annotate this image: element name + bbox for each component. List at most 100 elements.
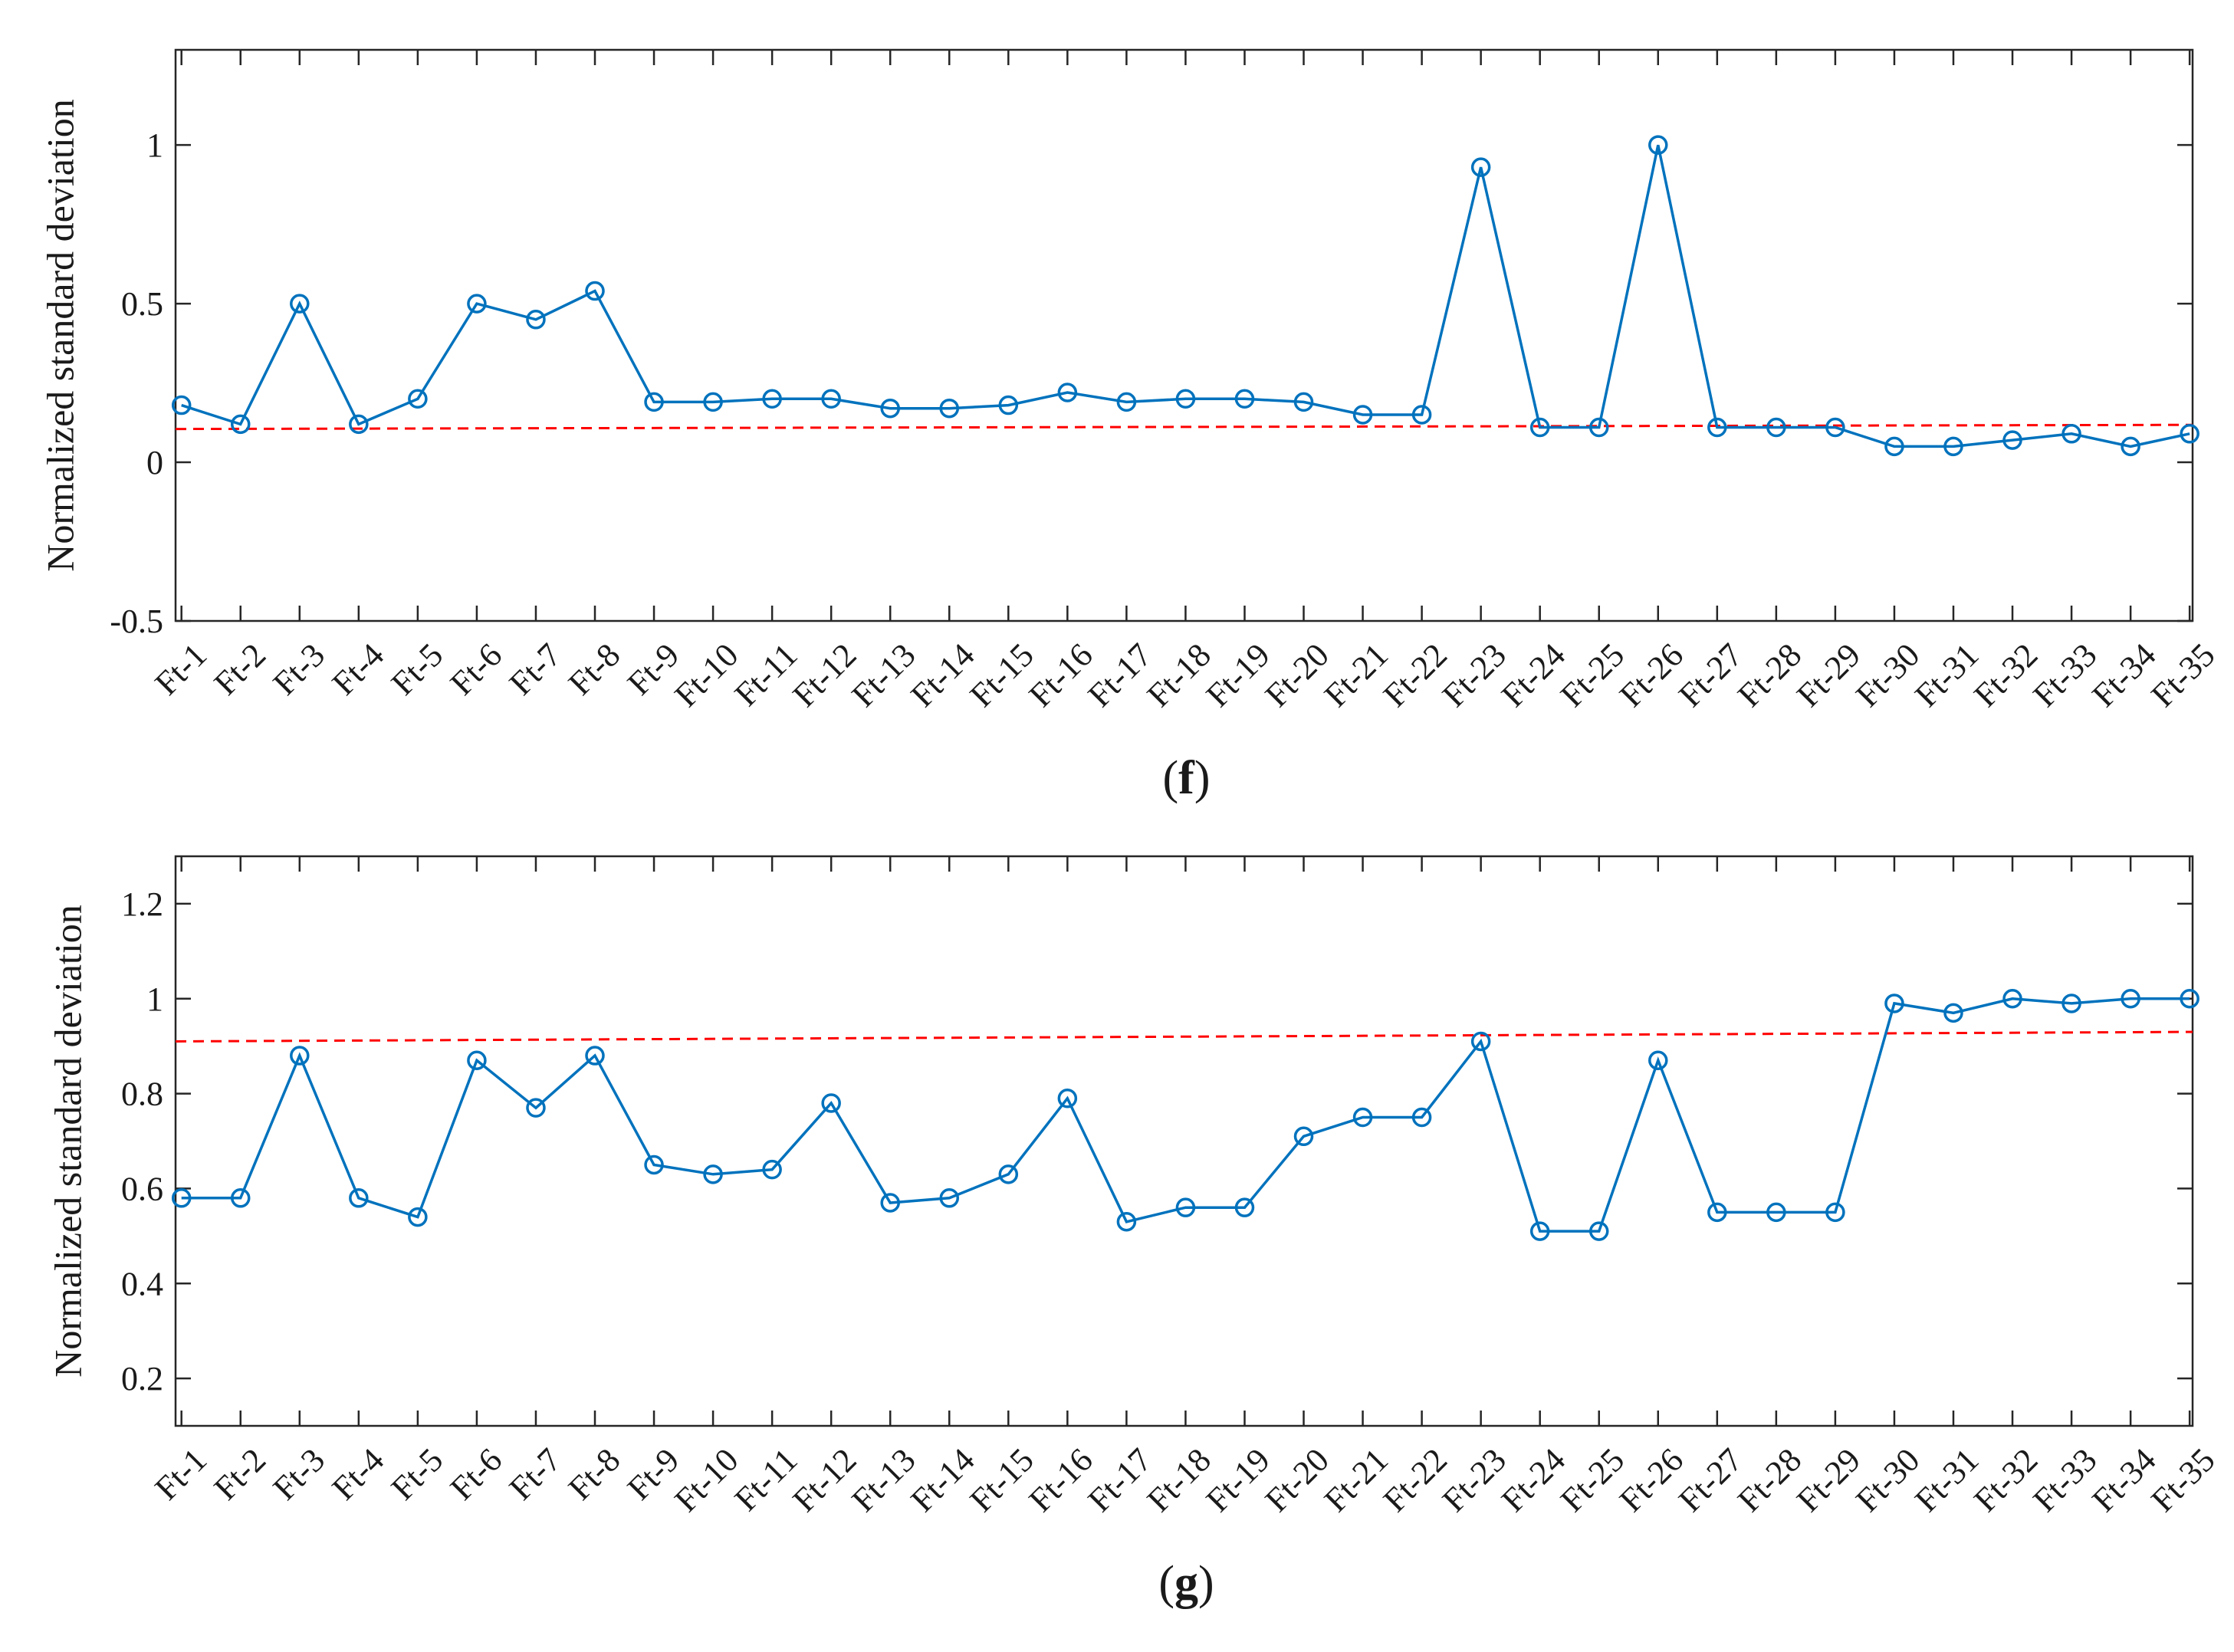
x-tick-label: Ft-7 xyxy=(502,636,569,703)
caption-letter: g xyxy=(1174,1557,1198,1609)
x-tick-label: Ft-19 xyxy=(1199,636,1277,714)
x-tick-label: Ft-2 xyxy=(207,1441,274,1508)
x-tick-label: Ft-28 xyxy=(1730,636,1809,714)
data-point xyxy=(1057,1089,1078,1108)
x-tick-label: Ft-3 xyxy=(266,1441,333,1508)
x-tick-label: Ft-20 xyxy=(1258,1441,1336,1519)
x-tick-label: Ft-25 xyxy=(1553,1441,1631,1519)
x-tick-label: Ft-10 xyxy=(667,1441,745,1519)
x-tick-label: Ft-32 xyxy=(1966,1441,2045,1519)
x-tick-label: Ft-33 xyxy=(2025,636,2104,714)
y-axis-label: Normalized standard deviation xyxy=(47,905,90,1377)
data-point xyxy=(939,1188,960,1208)
data-point xyxy=(408,389,428,409)
data-point xyxy=(880,398,900,419)
x-tick-label: Ft-27 xyxy=(1671,636,1749,714)
x-tick-label: Ft-26 xyxy=(1612,636,1690,714)
x-tick-label: Ft-2 xyxy=(207,636,274,703)
x-tick-label: Ft-21 xyxy=(1317,1441,1395,1519)
data-point xyxy=(1470,1031,1491,1052)
x-tick-label: Ft-22 xyxy=(1376,1441,1454,1519)
y-tick-label: 0.6 xyxy=(121,1170,163,1207)
x-tick-label: Ft-10 xyxy=(667,636,745,714)
x-tick-label: Ft-15 xyxy=(963,1441,1041,1519)
x-tick-label: Ft-23 xyxy=(1435,1441,1513,1519)
data-point xyxy=(880,1193,900,1213)
plot-area-frame xyxy=(174,48,2194,622)
x-tick-label: Ft-30 xyxy=(1848,636,1927,714)
y-tick-label: 0.2 xyxy=(121,1360,163,1397)
data-point xyxy=(1648,1050,1668,1070)
data-point xyxy=(762,1159,782,1180)
data-point xyxy=(1529,417,1550,438)
data-point xyxy=(171,395,192,415)
x-tick-label: Ft-17 xyxy=(1081,636,1159,714)
x-tick-label: Ft-13 xyxy=(845,636,923,714)
data-point xyxy=(1766,1202,1786,1223)
data-point xyxy=(703,392,723,412)
data-point xyxy=(2121,989,2140,1009)
data-point xyxy=(1825,1202,1845,1223)
x-tick-label: Ft-11 xyxy=(728,636,805,714)
data-point xyxy=(526,1098,546,1118)
data-point xyxy=(1707,417,1727,438)
x-tick-label: Ft-16 xyxy=(1022,1441,1100,1519)
data-point xyxy=(1234,389,1255,409)
data-point xyxy=(585,1046,605,1066)
x-tick-label: Ft-34 xyxy=(2085,1441,2163,1519)
x-tick-label: Ft-5 xyxy=(384,636,451,703)
x-tick-label: Ft-31 xyxy=(1907,636,1986,714)
threshold-line xyxy=(176,423,2193,431)
x-tick-label: Ft-3 xyxy=(266,636,333,703)
data-point xyxy=(1825,417,1845,438)
data-point xyxy=(467,294,487,314)
x-tick-label: Ft-8 xyxy=(561,1441,628,1508)
x-tick-label: Ft-7 xyxy=(502,1441,569,1508)
data-point xyxy=(2062,424,2081,444)
x-tick-label: Ft-12 xyxy=(785,636,863,714)
data-point xyxy=(349,414,369,435)
x-tick-label: Ft-29 xyxy=(1789,1441,1868,1519)
data-point xyxy=(585,281,605,301)
data-point xyxy=(1588,1221,1609,1241)
data-point xyxy=(2002,430,2022,450)
data-point xyxy=(467,1050,487,1070)
x-tick-label: Ft-30 xyxy=(1848,1441,1927,1519)
data-point xyxy=(1234,1197,1255,1217)
data-point xyxy=(1766,417,1786,438)
data-point xyxy=(703,1164,723,1184)
data-point xyxy=(1057,383,1078,402)
data-point xyxy=(1707,1202,1727,1223)
data-point xyxy=(1411,1107,1432,1128)
x-tick-label: Ft-13 xyxy=(845,1441,923,1519)
data-point xyxy=(1648,135,1668,155)
x-tick-label: Ft-20 xyxy=(1258,636,1336,714)
x-tick-label: Ft-33 xyxy=(2025,1441,2104,1519)
x-tick-label: Ft-32 xyxy=(1966,636,2045,714)
data-point xyxy=(2121,436,2140,457)
threshold-line xyxy=(176,1030,2193,1043)
x-tick-label: Ft-14 xyxy=(904,636,982,714)
data-point xyxy=(290,294,310,314)
data-point xyxy=(1293,392,1314,412)
y-tick-label: 1.2 xyxy=(121,885,163,923)
data-point xyxy=(762,389,782,409)
data-point xyxy=(1352,405,1373,425)
data-point xyxy=(1175,1197,1196,1217)
data-point xyxy=(408,1207,428,1227)
data-point xyxy=(2180,989,2200,1009)
x-tick-label: Ft-15 xyxy=(963,636,1041,714)
data-point xyxy=(171,1188,192,1208)
x-tick-label: Ft-29 xyxy=(1789,636,1868,714)
data-point xyxy=(644,1154,664,1175)
caption-open-paren: ( xyxy=(1158,1557,1174,1609)
x-tick-label: Ft-18 xyxy=(1140,636,1218,714)
y-tick-label: 0.5 xyxy=(121,285,163,323)
panel-caption: (g) xyxy=(1158,1557,1214,1609)
data-point xyxy=(1116,392,1137,412)
y-tick-label: 1 xyxy=(146,980,163,1018)
data-point xyxy=(2002,989,2022,1009)
y-tick-label: 1 xyxy=(146,126,163,164)
series-line xyxy=(181,997,2190,1233)
x-tick-label: Ft-19 xyxy=(1199,1441,1277,1519)
